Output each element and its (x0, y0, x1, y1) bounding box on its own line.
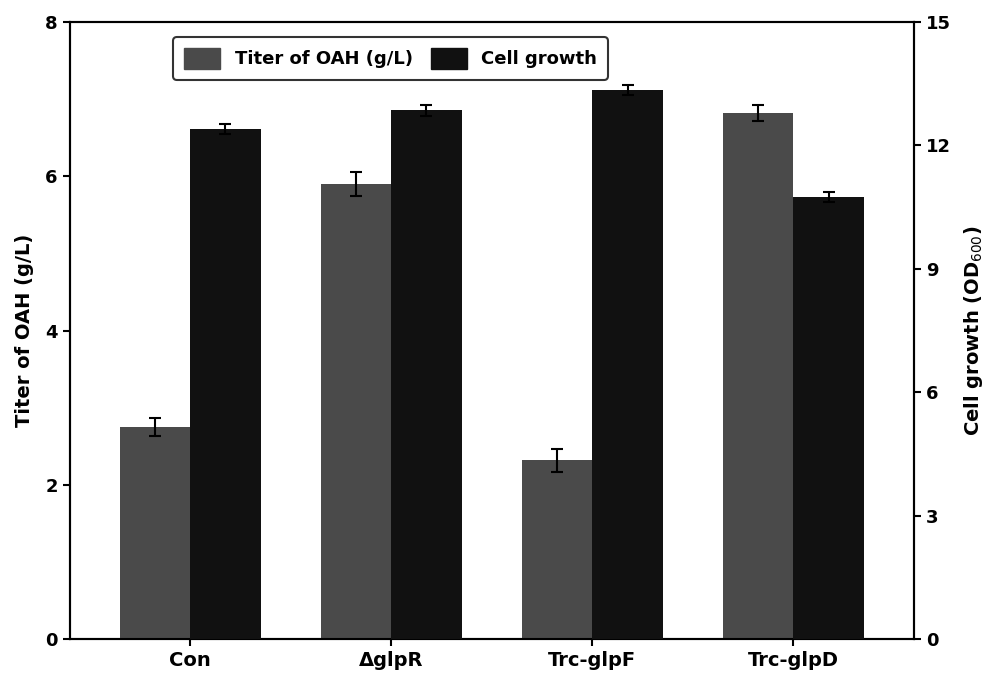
Bar (190, 129, 261, 639)
Bar (793, 197, 864, 639)
Bar (321, 184, 391, 639)
Y-axis label: Titer of OAH (g/L): Titer of OAH (g/L) (15, 234, 34, 427)
Y-axis label: Cell growth (OD$_{600}$): Cell growth (OD$_{600}$) (962, 225, 985, 436)
Bar (120, 427, 190, 639)
Bar (391, 110, 462, 639)
Bar (723, 113, 793, 639)
Legend: Titer of OAH (g/L), Cell growth: Titer of OAH (g/L), Cell growth (173, 37, 608, 79)
Bar (522, 460, 592, 639)
Bar (592, 90, 663, 639)
